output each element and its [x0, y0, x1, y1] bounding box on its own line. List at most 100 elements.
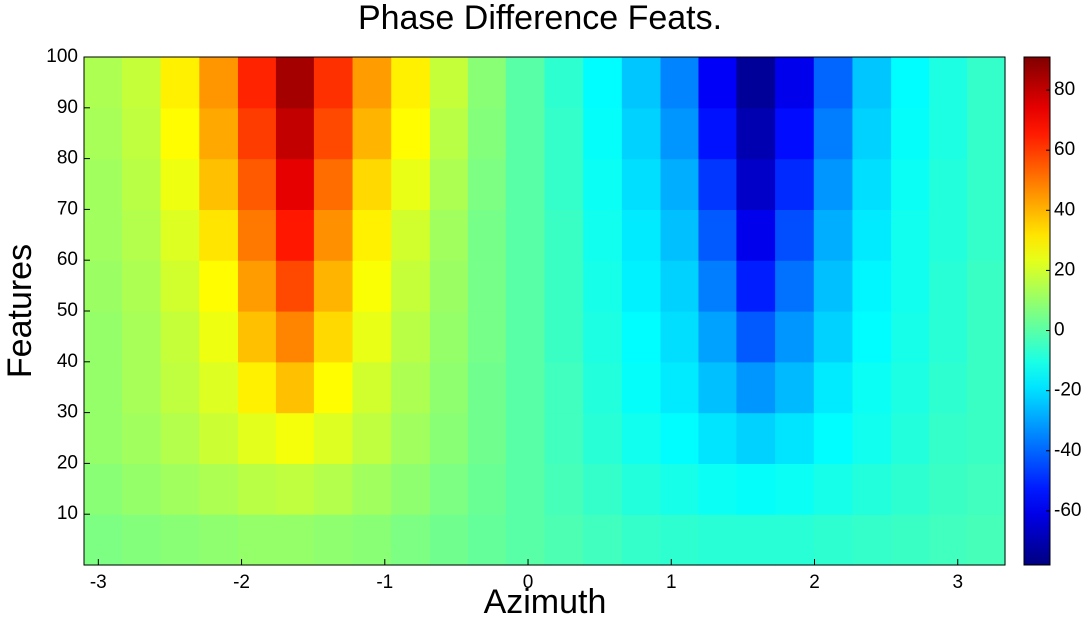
heat-cell [275, 260, 315, 312]
heat-cell [852, 311, 892, 363]
heat-cell [313, 514, 354, 566]
heat-cell [813, 260, 854, 312]
heat-cell [467, 158, 507, 210]
heat-cell [698, 158, 738, 210]
heat-cell [736, 158, 776, 210]
heat-cell [429, 107, 469, 160]
heat-cell [160, 260, 200, 312]
heat-cell [891, 57, 930, 109]
heat-cell [313, 412, 354, 464]
heat-cell [621, 412, 662, 464]
x-tick-label: 0 [523, 572, 534, 593]
heat-cell [544, 463, 584, 515]
y-tick-label: 100 [46, 46, 78, 67]
heat-cell [352, 361, 392, 414]
heat-cell [313, 463, 354, 515]
heat-cell [391, 57, 431, 109]
heat-cell [698, 107, 738, 160]
heat-cell [736, 260, 776, 312]
heat-cell [544, 158, 584, 210]
heat-cell [660, 158, 700, 210]
heat-cell [84, 311, 123, 363]
heat-cell [583, 107, 623, 160]
heat-cell [391, 158, 431, 210]
heat-cell [621, 311, 662, 363]
heat-cell [775, 514, 815, 566]
heat-cell [621, 107, 662, 160]
colorbar-tick-label: 20 [1054, 259, 1075, 280]
heat-cell [852, 514, 892, 566]
heat-cell [505, 158, 546, 210]
heat-cell [929, 107, 968, 160]
heat-cell [429, 514, 469, 566]
heat-cell [160, 107, 200, 160]
heat-cell [275, 463, 315, 515]
heat-cell [313, 107, 354, 160]
heat-cell [199, 260, 239, 312]
heat-cell [813, 311, 854, 363]
heat-cell [160, 57, 200, 109]
heat-cell [929, 412, 968, 464]
heat-cell [505, 107, 546, 160]
heat-cell [467, 260, 507, 312]
heat-cell [84, 412, 123, 464]
heat-cell [199, 209, 239, 261]
heat-cell [121, 463, 162, 515]
heat-cell [121, 260, 162, 312]
heat-cell [505, 463, 546, 515]
heat-cell [967, 514, 1006, 566]
heat-cell [891, 463, 930, 515]
heat-cell [313, 260, 354, 312]
heat-cell [275, 158, 315, 210]
heat-cell [199, 361, 239, 414]
heat-cell [275, 209, 315, 261]
heat-cell [929, 514, 968, 566]
heat-cell [160, 209, 200, 261]
x-tick-label: -3 [90, 572, 107, 593]
heat-cell [121, 361, 162, 414]
heat-cell [467, 463, 507, 515]
heat-cell [352, 514, 392, 566]
heat-cell [583, 209, 623, 261]
heat-cell [121, 311, 162, 363]
heat-cell [660, 361, 700, 414]
heat-cell [313, 311, 354, 363]
heat-cell [391, 514, 431, 566]
heat-cell [391, 311, 431, 363]
heat-cell [313, 209, 354, 261]
heat-cell [199, 311, 239, 363]
colorbar-tick-label: 80 [1054, 79, 1075, 100]
y-tick-label: 70 [57, 198, 78, 219]
y-axis-label: Features [1, 244, 39, 378]
heat-cell [160, 361, 200, 414]
x-tick-label: -1 [376, 572, 393, 593]
heat-cell [583, 158, 623, 210]
heat-cell [160, 412, 200, 464]
heat-cell [237, 412, 277, 464]
heat-cell [698, 514, 738, 566]
heat-cell [199, 158, 239, 210]
heat-cell [660, 412, 700, 464]
heat-cell [967, 107, 1006, 160]
heat-cell [852, 209, 892, 261]
heat-cell [275, 514, 315, 566]
heat-cell [852, 463, 892, 515]
heat-cell [160, 463, 200, 515]
x-tick-label: -2 [233, 572, 250, 593]
heat-cell [199, 57, 239, 109]
heat-cell [891, 209, 930, 261]
heat-cell [929, 209, 968, 261]
heat-cell [505, 514, 546, 566]
x-axis-label: Azimuth [484, 583, 607, 621]
heat-cell [967, 57, 1006, 109]
heat-cell [736, 412, 776, 464]
heat-cell [275, 412, 315, 464]
heat-cell [813, 209, 854, 261]
heat-cell [544, 107, 584, 160]
heat-cell [84, 158, 123, 210]
colorbar [1023, 56, 1051, 566]
heat-cell [698, 412, 738, 464]
heat-cell [775, 57, 815, 109]
heat-cell [852, 57, 892, 109]
heat-cell [505, 412, 546, 464]
